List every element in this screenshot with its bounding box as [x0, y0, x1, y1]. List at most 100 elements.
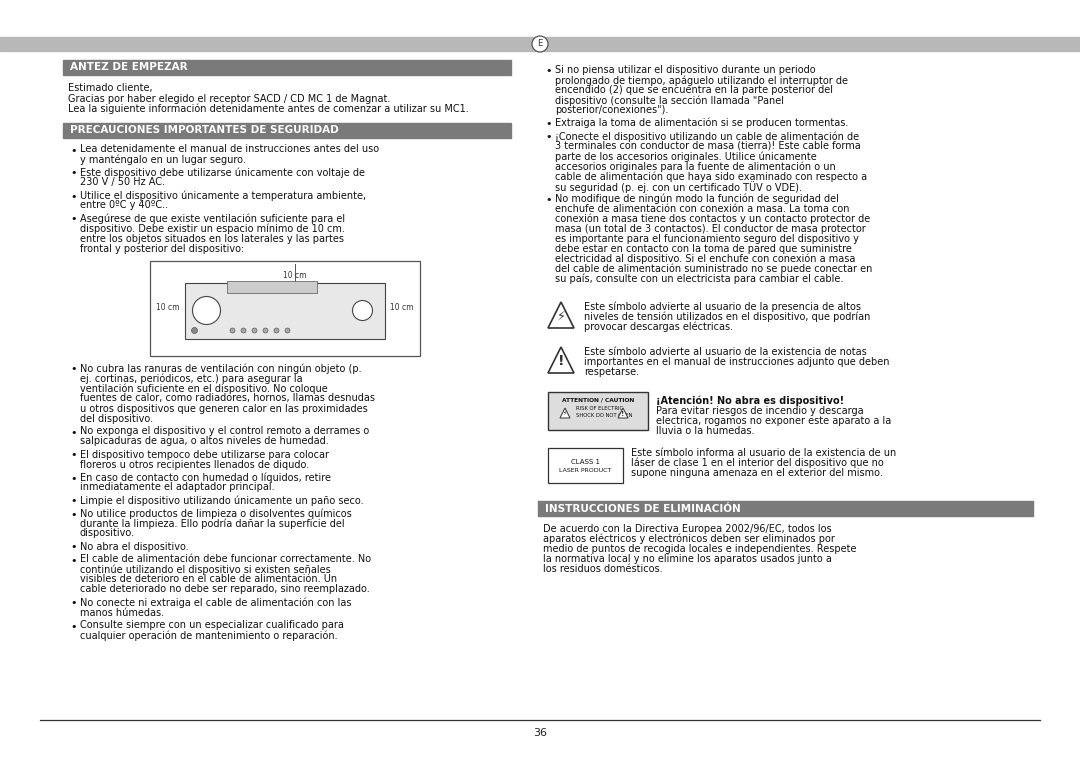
Text: •: •	[70, 214, 77, 224]
Text: •: •	[70, 497, 77, 507]
Text: RISK OF ELECTRIC: RISK OF ELECTRIC	[576, 406, 623, 411]
Text: y manténgalo en un lugar seguro.: y manténgalo en un lugar seguro.	[80, 154, 246, 165]
Circle shape	[352, 301, 373, 320]
Text: Limpie el dispositivo utilizando únicamente un paño seco.: Limpie el dispositivo utilizando únicame…	[80, 495, 364, 506]
Text: !: !	[621, 410, 624, 417]
Text: No cubra las ranuras de ventilación con ningún objeto (p.: No cubra las ranuras de ventilación con …	[80, 363, 362, 374]
Text: 10 cm: 10 cm	[156, 304, 179, 313]
Text: encendido (2) que se encuentra en la parte posterior del: encendido (2) que se encuentra en la par…	[555, 85, 833, 95]
Text: ej. cortinas, periódicos, etc.) para asegurar la: ej. cortinas, periódicos, etc.) para ase…	[80, 374, 302, 384]
Text: Si no piensa utilizar el dispositivo durante un periodo: Si no piensa utilizar el dispositivo dur…	[555, 65, 815, 75]
Text: •: •	[70, 598, 77, 609]
Text: SHOCK DO NOT OPEN: SHOCK DO NOT OPEN	[576, 413, 633, 418]
Text: floreros u otros recipientes llenados de diqudo.: floreros u otros recipientes llenados de…	[80, 459, 309, 469]
Text: Gracias por haber elegido el receptor SACD / CD MC 1 de Magnat.: Gracias por haber elegido el receptor SA…	[68, 94, 390, 104]
Text: •: •	[70, 510, 77, 520]
Text: enchufe de alimentación con conexión a masa. La toma con: enchufe de alimentación con conexión a m…	[555, 204, 850, 214]
Text: •: •	[545, 66, 552, 76]
Text: Utilice el dispositivo únicamente a temperatura ambiente,: Utilice el dispositivo únicamente a temp…	[80, 191, 366, 201]
Text: visibles de deterioro en el cable de alimentación. Un: visibles de deterioro en el cable de ali…	[80, 575, 337, 584]
Text: cable de alimentación que haya sido examinado con respecto a: cable de alimentación que haya sido exam…	[555, 171, 867, 182]
Text: niveles de tensión utilizados en el dispositivo, que podrían: niveles de tensión utilizados en el disp…	[584, 312, 870, 323]
Text: masa (un total de 3 contactos). El conductor de masa protector: masa (un total de 3 contactos). El condu…	[555, 224, 866, 234]
Text: Este símbolo informa al usuario de la existencia de un: Este símbolo informa al usuario de la ex…	[631, 448, 896, 458]
Bar	[185, 282, 384, 339]
Text: láser de clase 1 en el interior del dispositivo que no: láser de clase 1 en el interior del disp…	[631, 458, 883, 468]
Circle shape	[252, 328, 257, 333]
Polygon shape	[548, 347, 573, 373]
Circle shape	[532, 36, 548, 52]
Text: Para evitar riesgos de incendio y descarga: Para evitar riesgos de incendio y descar…	[656, 406, 864, 416]
Text: Consulte siempre con un especializar cualificado para: Consulte siempre con un especializar cua…	[80, 620, 343, 630]
Text: •: •	[70, 555, 77, 565]
Text: medio de puntos de recogida locales e independientes. Respete: medio de puntos de recogida locales e in…	[543, 544, 856, 554]
Text: salpicaduras de agua, o altos niveles de humedad.: salpicaduras de agua, o altos niveles de…	[80, 436, 328, 446]
Text: entre los objetos situados en los laterales y las partes: entre los objetos situados en los latera…	[80, 233, 345, 243]
Text: El dispositivo tempoco debe utilizarse para colocar: El dispositivo tempoco debe utilizarse p…	[80, 449, 329, 459]
Text: ¡Atención! No abra es dispositivo!: ¡Atención! No abra es dispositivo!	[656, 395, 845, 405]
Text: •: •	[545, 119, 552, 129]
Text: •: •	[70, 365, 77, 375]
Text: 230 V / 50 Hz AC.: 230 V / 50 Hz AC.	[80, 178, 165, 188]
Text: Este símbolo advierte al usuario de la existencia de notas: Este símbolo advierte al usuario de la e…	[584, 347, 867, 357]
Text: •: •	[70, 622, 77, 632]
Circle shape	[241, 328, 246, 333]
Text: ¡Conecte el dispositivo utilizando un cable de alimentación de: ¡Conecte el dispositivo utilizando un ca…	[555, 131, 859, 141]
Text: dispositivo.: dispositivo.	[80, 529, 135, 539]
Polygon shape	[548, 302, 573, 328]
Text: u otros dispositivos que generen calor en las proximidades: u otros dispositivos que generen calor e…	[80, 404, 368, 414]
Bar	[63, 60, 511, 75]
Text: aparatos eléctricos y electrónicos deben ser eliminados por: aparatos eléctricos y electrónicos deben…	[543, 534, 835, 545]
Text: dispositivo. Debe existir un espacio mínimo de 10 cm.: dispositivo. Debe existir un espacio mín…	[80, 224, 345, 234]
Text: No utilice productos de limpieza o disolventes químicos: No utilice productos de limpieza o disol…	[80, 508, 352, 519]
Text: cualquier operación de mantenimiento o reparación.: cualquier operación de mantenimiento o r…	[80, 630, 338, 641]
Text: Estimado cliente,: Estimado cliente,	[68, 83, 152, 93]
Text: electricidad al dispositivo. Si el enchufe con conexión a masa: electricidad al dispositivo. Si el enchu…	[555, 254, 855, 265]
Text: •: •	[545, 195, 552, 205]
Text: !: !	[557, 354, 564, 369]
Bar	[63, 123, 511, 137]
Text: debe estar en contacto con la toma de pared que suministre: debe estar en contacto con la toma de pa…	[555, 244, 852, 254]
Text: Lea la siguiente información detenidamente antes de comenzar a utilizar su MC1.: Lea la siguiente información detenidamen…	[68, 104, 469, 114]
Text: manos húmedas.: manos húmedas.	[80, 607, 164, 617]
Text: inmediatamente el adaptador principal.: inmediatamente el adaptador principal.	[80, 482, 274, 492]
Text: •: •	[70, 169, 77, 179]
Polygon shape	[618, 408, 627, 418]
Text: •: •	[70, 192, 77, 201]
Text: •: •	[70, 542, 77, 552]
Text: lluvia o la humedas.: lluvia o la humedas.	[656, 426, 755, 436]
Circle shape	[274, 328, 279, 333]
Text: supone ninguna amenaza en el exterior del mismo.: supone ninguna amenaza en el exterior de…	[631, 468, 882, 478]
Text: 36: 36	[534, 728, 546, 738]
Text: cable deteriorado no debe ser reparado, sino reemplazado.: cable deteriorado no debe ser reparado, …	[80, 584, 369, 594]
Circle shape	[264, 328, 268, 333]
Bar	[0, 37, 1080, 51]
Polygon shape	[561, 408, 570, 418]
Text: •: •	[70, 474, 77, 484]
Text: su país, consulte con un electricista para cambiar el cable.: su país, consulte con un electricista pa…	[555, 274, 843, 285]
Text: ⚡: ⚡	[556, 310, 565, 323]
Text: frontal y posterior del dispositivo:: frontal y posterior del dispositivo:	[80, 243, 244, 253]
Text: prolongado de tiempo, apáguelo utilizando el interruptor de: prolongado de tiempo, apáguelo utilizand…	[555, 75, 848, 85]
Text: entre 0ºC y 40ºC..: entre 0ºC y 40ºC..	[80, 201, 168, 211]
Text: Este símbolo advierte al usuario de la presencia de altos: Este símbolo advierte al usuario de la p…	[584, 302, 861, 313]
Text: ATTENTION / CAUTION: ATTENTION / CAUTION	[562, 398, 634, 403]
Text: LASER PRODUCT: LASER PRODUCT	[559, 468, 611, 473]
Bar	[548, 448, 623, 483]
Text: INSTRUCCIONES DE ELIMINACIÓN: INSTRUCCIONES DE ELIMINACIÓN	[545, 504, 741, 513]
Text: respetarse.: respetarse.	[584, 367, 639, 377]
Text: Extraiga la toma de alimentación si se producen tormentas.: Extraiga la toma de alimentación si se p…	[555, 118, 849, 128]
Bar	[227, 281, 316, 292]
Text: del dispositivo.: del dispositivo.	[80, 414, 153, 423]
Circle shape	[192, 297, 220, 324]
Text: 10 cm: 10 cm	[283, 271, 307, 279]
Text: PRECAUCIONES IMPORTANTES DE SEGURIDAD: PRECAUCIONES IMPORTANTES DE SEGURIDAD	[70, 125, 339, 135]
Text: ANTEZ DE EMPEZAR: ANTEZ DE EMPEZAR	[70, 63, 188, 72]
Text: Lea detenidamente el manual de instrucciones antes del uso: Lea detenidamente el manual de instrucci…	[80, 144, 379, 154]
Text: No exponga el dispositivo y el control remoto a derrames o: No exponga el dispositivo y el control r…	[80, 427, 369, 436]
Circle shape	[230, 328, 235, 333]
Text: del cable de alimentación suministrado no se puede conectar en: del cable de alimentación suministrado n…	[555, 264, 873, 275]
Text: dispositivo (consulte la sección llamada "Panel: dispositivo (consulte la sección llamada…	[555, 95, 784, 105]
Text: parte de los accesorios originales. Utilice únicamente: parte de los accesorios originales. Util…	[555, 151, 816, 162]
Text: 10 cm: 10 cm	[390, 304, 414, 313]
